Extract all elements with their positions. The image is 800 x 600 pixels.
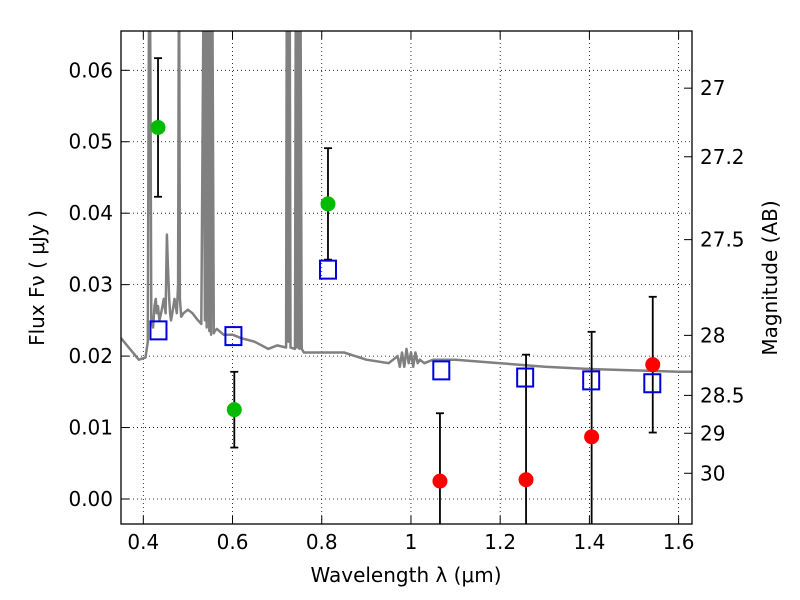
model-square (432, 360, 451, 381)
data-point-green (226, 402, 242, 418)
spectrum-line (121, 31, 692, 374)
y2-axis-title: Magnitude (AB) (758, 200, 782, 355)
axis-ticks: 0.4 0.6 0.8 1 1.2 1.4 1.6 0.00 0.01 0.02 0.03 0.04 0… (68, 31, 745, 554)
x-tick-label: 1.6 (663, 530, 695, 554)
data-point-green (150, 119, 166, 135)
y2-tick-label: 29 (700, 421, 725, 445)
x-tick-label: 0.4 (127, 530, 159, 554)
y-axis-title: Flux Fν ( μJy ) (25, 210, 49, 346)
y2-tick-label: 28 (700, 323, 725, 347)
y2-tick-label: 27.2 (700, 145, 745, 169)
x-tick-label: 0.8 (306, 530, 338, 554)
x-axis-title: Wavelength λ (μm) (310, 563, 501, 587)
y-tick-label: 0.03 (68, 273, 113, 297)
y-tick-label: 0.01 (68, 416, 113, 440)
y2-tick-label: 27 (700, 76, 725, 100)
y2-tick-label: 27.5 (700, 228, 745, 252)
x-tick-label: 0.6 (217, 530, 249, 554)
y-tick-label: 0.05 (68, 130, 113, 154)
data-point-red (518, 472, 534, 488)
y-tick-label: 0.04 (68, 201, 113, 225)
y-tick-label: 0.02 (68, 344, 113, 368)
y-tick-label: 0.00 (68, 487, 113, 511)
y-tick-label: 0.06 (68, 58, 113, 82)
data-point-red (432, 473, 448, 489)
model-square (224, 326, 243, 347)
model-square (582, 370, 601, 391)
model-square (643, 373, 662, 394)
x-tick-label: 1.4 (573, 530, 605, 554)
x-tick-label: 1 (405, 530, 418, 554)
plot-area (121, 31, 692, 524)
model-square (318, 259, 337, 280)
model-square (149, 320, 168, 341)
data-point-green (320, 196, 336, 212)
y2-tick-label: 28.5 (700, 383, 745, 407)
plot-frame (120, 30, 693, 525)
y2-tick-label: 30 (700, 461, 725, 485)
data-point-red (584, 429, 600, 445)
x-tick-label: 1.2 (484, 530, 516, 554)
data-point-red (645, 357, 661, 373)
model-square (516, 367, 535, 388)
